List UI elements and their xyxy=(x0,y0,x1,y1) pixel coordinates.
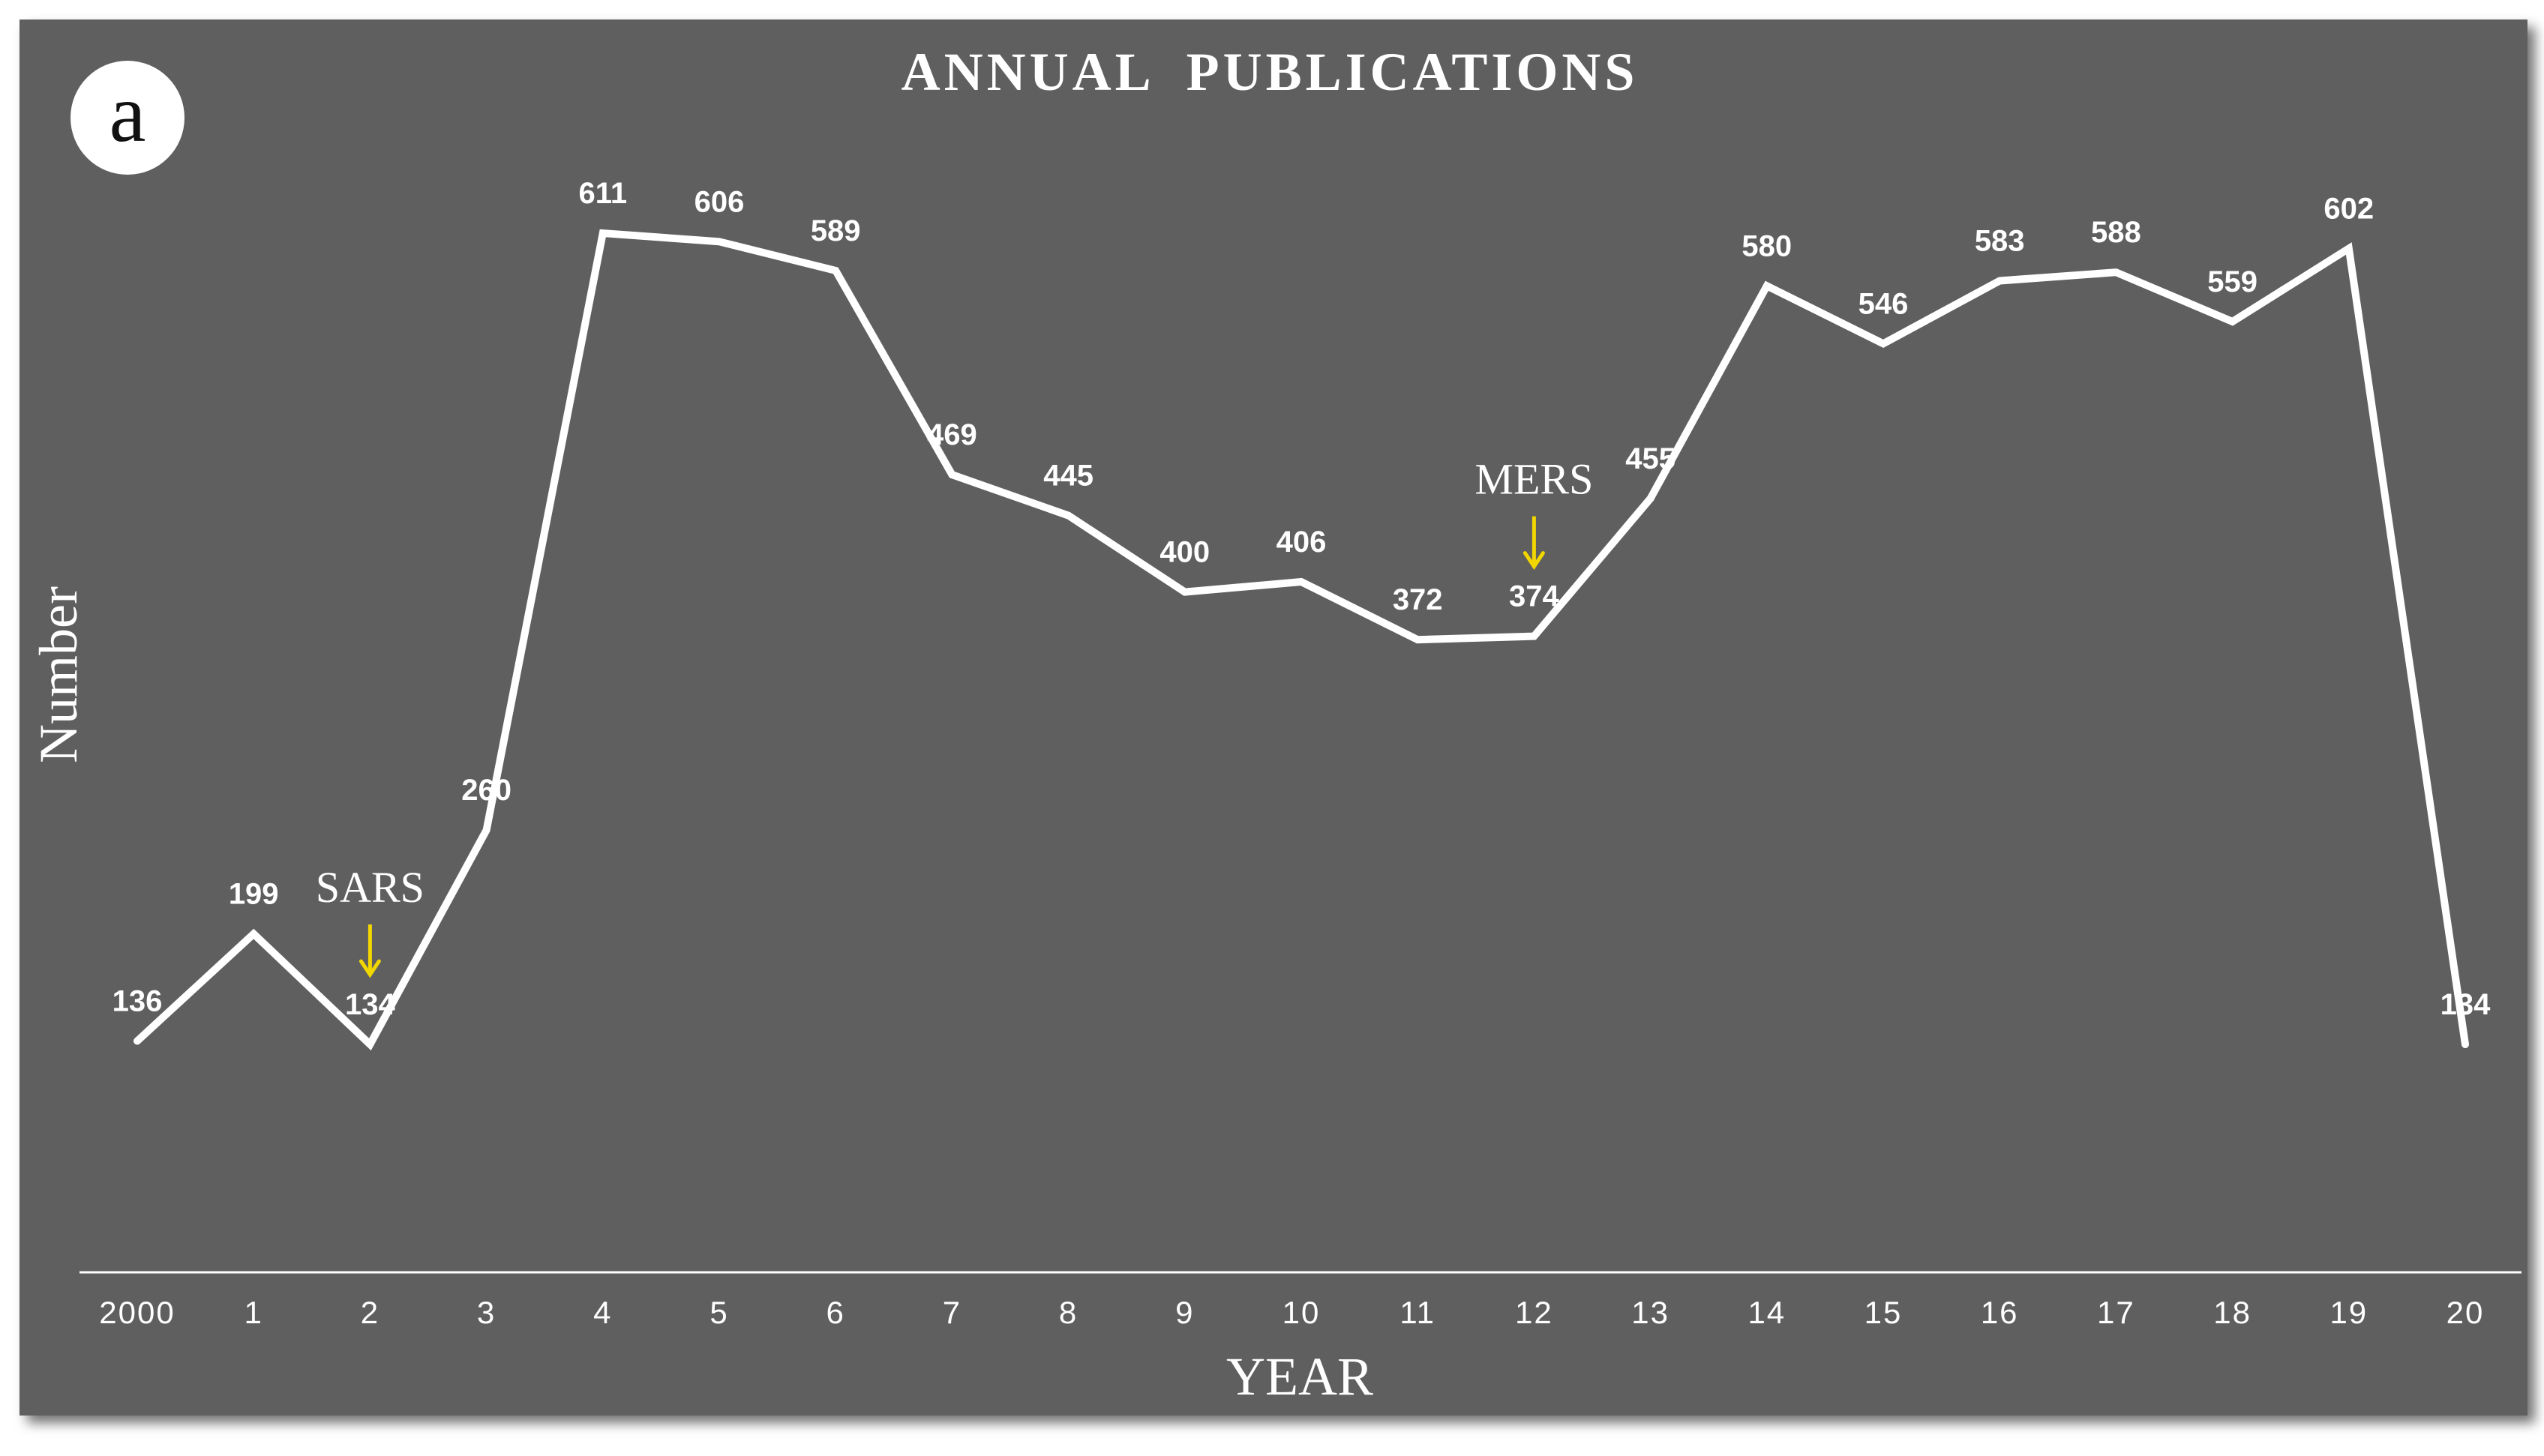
y-axis-label: Number xyxy=(28,586,88,763)
data-label-2: 134 xyxy=(345,988,395,1021)
annotation-label-sars: SARS xyxy=(316,863,424,912)
data-label-14: 580 xyxy=(1742,229,1792,262)
data-label-4: 611 xyxy=(579,177,628,210)
panel-label-badge: a xyxy=(70,61,184,175)
data-label-7: 469 xyxy=(927,418,977,451)
x-tick-label-4: 4 xyxy=(593,1295,612,1330)
x-tick-label-18: 18 xyxy=(2213,1295,2252,1330)
x-tick-label-8: 8 xyxy=(1059,1295,1078,1330)
x-tick-label-3: 3 xyxy=(477,1295,496,1330)
x-tick-label-19: 19 xyxy=(2330,1295,2368,1330)
panel-label-circle xyxy=(70,61,184,175)
data-label-3: 260 xyxy=(461,774,512,807)
annotation-arrow-head-sars xyxy=(358,959,381,978)
x-tick-label-7: 7 xyxy=(943,1295,962,1330)
annotations: SARS MERS xyxy=(316,455,1593,978)
data-label-15: 546 xyxy=(1858,287,1909,320)
data-label-18: 559 xyxy=(2207,265,2258,298)
annotation-label-mers: MERS xyxy=(1474,455,1593,504)
x-tick-label-2000: 2000 xyxy=(99,1295,175,1330)
annotation-mers: MERS xyxy=(1474,455,1593,571)
data-label-8: 445 xyxy=(1043,460,1094,493)
data-label-1: 199 xyxy=(229,878,279,911)
x-tick-label-14: 14 xyxy=(1748,1295,1786,1330)
data-label-6: 589 xyxy=(811,214,861,247)
data-label-19: 602 xyxy=(2324,192,2374,225)
x-tick-label-16: 16 xyxy=(1981,1295,2019,1330)
data-label-12: 374 xyxy=(1509,580,1559,613)
annotation-sars: SARS xyxy=(316,863,424,978)
series-line xyxy=(134,229,2469,1051)
chart-title: ANNUAL PUBLICATIONS xyxy=(902,42,1639,102)
x-tick-label-20: 20 xyxy=(2446,1295,2485,1330)
x-tick-label-5: 5 xyxy=(710,1295,728,1330)
drop-lines xyxy=(136,233,2467,1263)
x-tick-label-2: 2 xyxy=(361,1295,380,1330)
chart-panel xyxy=(20,19,2528,1416)
x-tick-label-6: 6 xyxy=(826,1295,845,1330)
data-label-11: 372 xyxy=(1393,583,1443,616)
data-label-16: 583 xyxy=(1975,225,2025,258)
data-label-17: 588 xyxy=(2091,216,2141,249)
x-tick-label-12: 12 xyxy=(1515,1295,1553,1330)
panel-label-text: a xyxy=(110,67,146,159)
data-labels: 136 199 134 260 611 606 589 469 445 400 406 372 374 4… xyxy=(112,177,2491,1021)
x-tick-labels: 2000 1 2 3 4 5 6 7 8 9 10 11 12 13 14 15 16 17 18 19 20 xyxy=(99,1295,2485,1330)
x-tick-label-10: 10 xyxy=(1282,1295,1321,1330)
x-axis-label: YEAR xyxy=(1226,1347,1373,1407)
data-label-2000: 136 xyxy=(112,984,163,1017)
data-label-10: 406 xyxy=(1276,526,1327,559)
x-tick-label-17: 17 xyxy=(2097,1295,2135,1330)
data-label-5: 606 xyxy=(694,185,745,218)
x-tick-label-11: 11 xyxy=(1400,1295,1436,1330)
data-label-9: 400 xyxy=(1160,536,1210,569)
annotation-arrow-head-mers xyxy=(1522,551,1545,571)
x-tick-label-9: 9 xyxy=(1175,1295,1194,1330)
data-label-20: 134 xyxy=(2440,988,2491,1021)
x-tick-label-1: 1 xyxy=(244,1295,263,1330)
data-label-13: 455 xyxy=(1625,442,1676,475)
x-tick-label-13: 13 xyxy=(1631,1295,1670,1330)
x-tick-label-15: 15 xyxy=(1864,1295,1903,1330)
